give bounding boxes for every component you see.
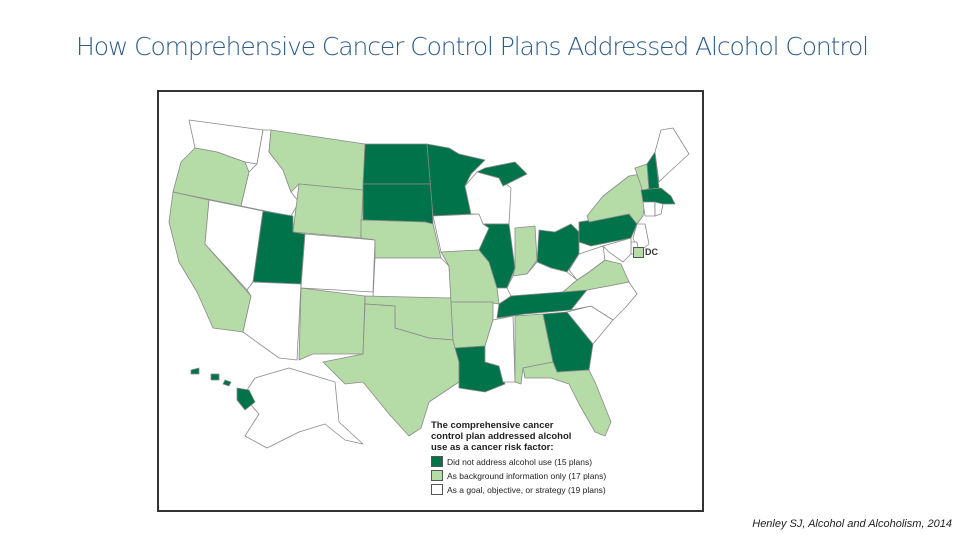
map-legend: The comprehensive cancer control plan ad…: [431, 420, 631, 495]
state-ak: [242, 367, 364, 449]
state-md: [602, 237, 632, 263]
legend-item-not-addressed: Did not address alcohol use (15 plans): [431, 456, 631, 467]
dc-swatch: [633, 247, 644, 258]
state-mi: [476, 161, 528, 187]
state-wy: [292, 183, 364, 239]
state-wv: [568, 245, 606, 281]
legend-item-background: As background information only (17 plans…: [431, 470, 631, 481]
state-nm: [298, 287, 366, 361]
dc-label: DC: [645, 247, 658, 257]
slide-title: How Comprehensive Cancer Control Plans A…: [76, 32, 869, 61]
state-tx: [322, 303, 460, 437]
legend-swatch-white: [431, 484, 443, 495]
state-me: [654, 127, 690, 183]
state-ct: [642, 201, 656, 217]
state-nd: [362, 143, 432, 185]
legend-swatch-dark-green: [431, 456, 443, 467]
state-ms: [484, 315, 516, 383]
us-map-svg: [168, 119, 690, 449]
us-choropleth-map: DC The comprehensive cancer control plan…: [157, 90, 704, 512]
legend-label: As background information only (17 plans…: [447, 470, 607, 481]
legend-title: The comprehensive cancer control plan ad…: [431, 420, 572, 453]
state-hi: [190, 367, 256, 411]
state-ks: [372, 257, 452, 299]
state-co: [300, 233, 376, 293]
state-az: [242, 281, 302, 361]
state-fl: [522, 361, 612, 437]
legend-label: Did not address alcohol use (15 plans): [447, 456, 593, 467]
state-sd: [362, 183, 434, 225]
state-ri: [654, 201, 664, 217]
legend-label: As a goal, objective, or strategy (19 pl…: [447, 484, 606, 495]
citation: Henley SJ, Alcohol and Alcoholism, 2014: [752, 518, 952, 530]
legend-item-goal: As a goal, objective, or strategy (19 pl…: [431, 484, 631, 495]
legend-swatch-light-green: [431, 470, 443, 481]
state-il: [478, 223, 516, 289]
state-ny: [586, 173, 646, 225]
